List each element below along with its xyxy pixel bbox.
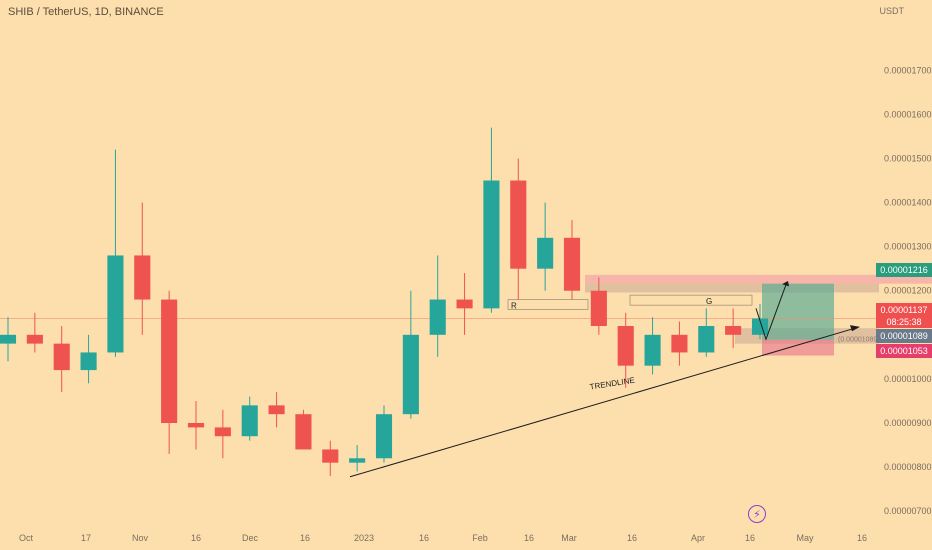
- x-tick-label: Dec: [242, 533, 259, 543]
- candle-body: [214, 427, 231, 437]
- profit-zone: [762, 283, 834, 340]
- x-tick-label: 16: [191, 533, 201, 543]
- y-tick-label: 0.00001300: [884, 242, 932, 252]
- candle-body: [563, 237, 581, 291]
- lightning-bolt-icon[interactable]: ⚡: [748, 505, 766, 523]
- projection-path: [755, 281, 788, 341]
- target-price-tag: 0.00001216: [876, 263, 932, 277]
- candle-body: [429, 299, 446, 335]
- projection-arrowhead: [782, 281, 789, 287]
- x-tick-label: Mar: [561, 533, 577, 543]
- candle-body: [617, 326, 634, 366]
- candle-body: [268, 405, 285, 415]
- candle-body: [483, 180, 500, 309]
- candle-body: [537, 237, 554, 269]
- r-label: R: [511, 302, 517, 311]
- x-tick-label: Feb: [472, 533, 488, 543]
- countdown-tag: 08:25:38: [876, 317, 932, 328]
- candle-body: [241, 405, 258, 437]
- candle-body: [456, 299, 473, 309]
- candle-body: [375, 414, 393, 459]
- candle-body: [671, 334, 688, 353]
- y-tick-label: 0.00001000: [884, 374, 932, 384]
- loss-zone: [762, 339, 834, 356]
- x-tick-label: 16: [300, 533, 310, 543]
- candle-body: [751, 318, 769, 335]
- candle-body: [349, 458, 366, 463]
- ghost-entry-label: (0.00001089): [838, 336, 880, 343]
- x-tick-label: Apr: [691, 533, 705, 543]
- candle-body: [295, 414, 312, 450]
- candle-body: [107, 255, 124, 353]
- candle-body: [26, 334, 43, 344]
- stop-price-tag: 0.00001053: [876, 344, 932, 358]
- trendline: [349, 327, 856, 478]
- x-tick-label: 16: [627, 533, 637, 543]
- x-tick-label: 17: [81, 533, 91, 543]
- candle-body: [80, 352, 97, 371]
- y-tick-label: 0.00001200: [884, 286, 932, 296]
- x-tick-label: 16: [745, 533, 755, 543]
- g-label: G: [706, 297, 712, 306]
- candle-body: [510, 180, 527, 269]
- resistance-zone-lower: [585, 283, 879, 293]
- y-tick-label: 0.00001400: [884, 198, 932, 208]
- current-price-tag: 0.00001137: [876, 303, 932, 317]
- x-tick-label: May: [796, 533, 814, 543]
- x-tick-label: 2023: [354, 533, 374, 543]
- y-tick-label: 0.00000900: [884, 418, 932, 428]
- candle-body: [53, 343, 70, 371]
- y-tick-label: 0.00000700: [884, 506, 932, 516]
- trendline-arrowhead: [850, 325, 860, 332]
- candle-body: [698, 326, 715, 353]
- candle-body: [402, 334, 419, 415]
- y-tick-label: 0.00000800: [884, 462, 932, 472]
- x-tick-label: 16: [524, 533, 534, 543]
- x-tick-label: Nov: [132, 533, 149, 543]
- g-box: [629, 294, 753, 306]
- y-tick-label: 0.00001600: [884, 109, 932, 119]
- currency-label: USDT: [879, 6, 905, 16]
- candle-body: [590, 290, 607, 326]
- y-tick-label: 0.00001500: [884, 153, 932, 163]
- y-tick-label: 0.00001700: [884, 65, 932, 75]
- resistance-zone: [585, 274, 932, 284]
- candle-body: [161, 299, 178, 423]
- candle-body: [0, 334, 17, 344]
- candle-body: [322, 449, 339, 463]
- symbol-title: SHIB / TetherUS, 1D, BINANCE: [8, 6, 164, 18]
- trendline-label: TRENDLINE: [589, 376, 635, 392]
- entry-price-tag: 0.00001089: [876, 329, 932, 343]
- x-tick-label: 16: [419, 533, 429, 543]
- candle-body: [725, 326, 742, 335]
- candle-body: [187, 423, 205, 428]
- candle-body: [134, 255, 151, 300]
- x-tick-label: Oct: [19, 533, 34, 543]
- candle-body: [644, 334, 661, 366]
- r-box: [507, 299, 589, 310]
- x-tick-label: 16: [857, 533, 867, 543]
